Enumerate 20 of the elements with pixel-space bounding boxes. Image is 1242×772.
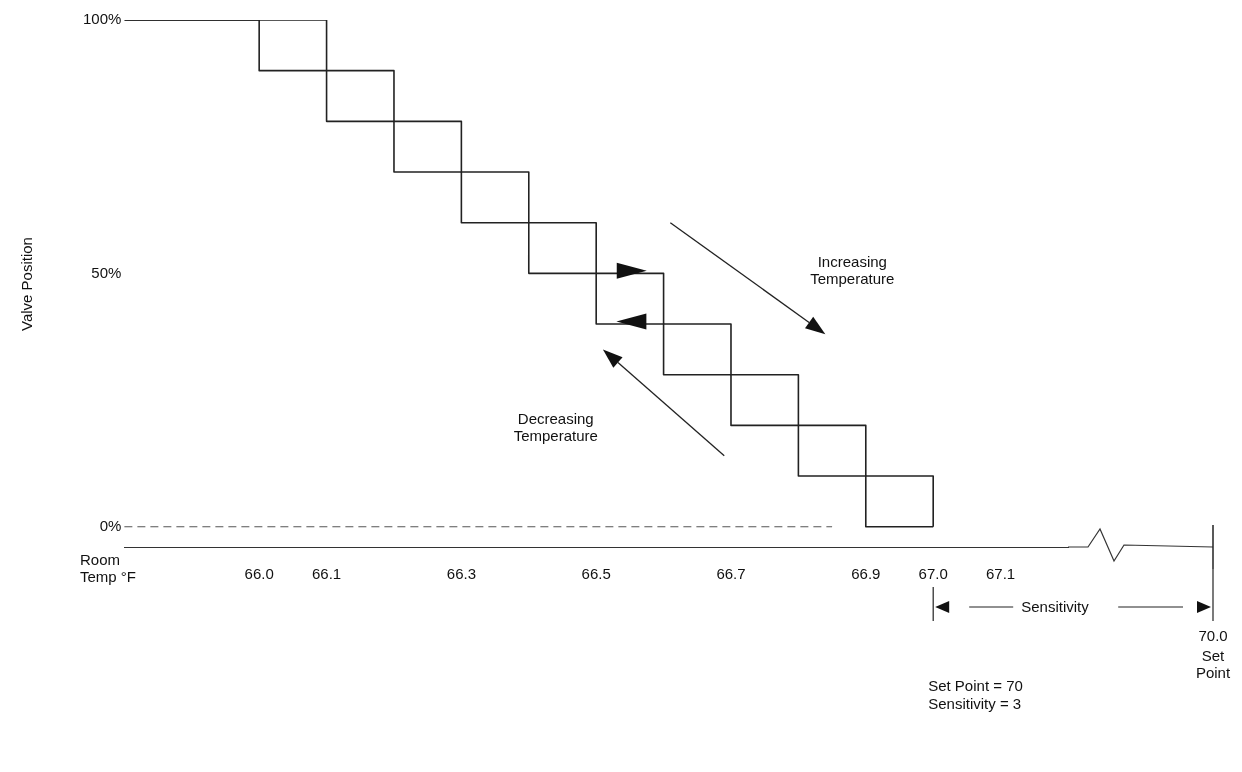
x-tick-label: 67.1 bbox=[986, 565, 1016, 583]
y-tick-label: 50% bbox=[91, 263, 122, 281]
text: Sensitivity bbox=[1021, 598, 1089, 615]
x-tick-label: 66.9 bbox=[851, 565, 881, 583]
x-axis-title: Room Temp °F bbox=[80, 551, 137, 585]
x-tick-label: 66.3 bbox=[446, 565, 476, 583]
annotation: Increasing Temperature bbox=[809, 253, 896, 288]
x-tick-label: 66.1 bbox=[311, 565, 342, 583]
annotation: Decreasing Temperature bbox=[512, 410, 599, 445]
x-tick-label: 67.0 bbox=[918, 565, 948, 583]
x-tick-label: 66.7 bbox=[716, 565, 746, 583]
text: Sensitivity = 3 bbox=[928, 695, 1022, 712]
text: 70.0 bbox=[1198, 627, 1228, 644]
y-axis-title: Valve Position bbox=[18, 236, 35, 331]
text: Set Point = 70 bbox=[928, 677, 1023, 694]
x-tick-label: 66.5 bbox=[581, 565, 611, 583]
x-tick-label: 66.0 bbox=[244, 565, 274, 583]
text: Set Point bbox=[1194, 647, 1232, 681]
y-tick-label: 0% bbox=[99, 516, 122, 534]
y-tick-label: 100% bbox=[82, 10, 122, 28]
